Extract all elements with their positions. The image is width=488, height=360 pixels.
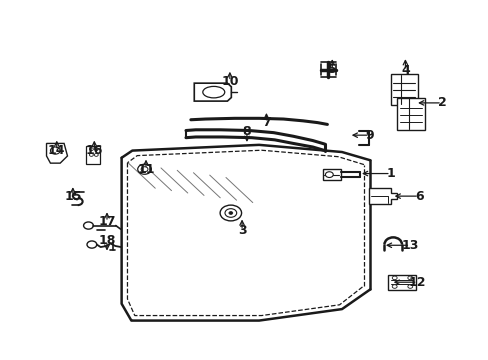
Circle shape [141, 167, 148, 172]
Text: 11: 11 [137, 163, 154, 176]
Text: 13: 13 [401, 239, 418, 252]
Text: 17: 17 [98, 215, 116, 229]
Text: 3: 3 [237, 224, 246, 237]
Circle shape [220, 205, 241, 221]
Circle shape [94, 148, 98, 150]
Circle shape [391, 285, 396, 288]
Circle shape [138, 164, 151, 174]
Text: 15: 15 [64, 190, 81, 203]
Text: 2: 2 [437, 96, 446, 109]
Text: 8: 8 [242, 125, 251, 138]
Bar [322, 169, 340, 180]
Circle shape [83, 222, 93, 229]
Text: 1: 1 [386, 167, 394, 180]
Circle shape [325, 172, 332, 177]
Circle shape [50, 147, 60, 154]
Circle shape [87, 241, 97, 248]
Text: 7: 7 [262, 116, 270, 129]
Bar [396, 98, 425, 130]
Bar [390, 74, 417, 105]
Polygon shape [194, 83, 231, 101]
Circle shape [228, 212, 232, 215]
Polygon shape [368, 188, 396, 204]
Text: 18: 18 [98, 234, 116, 247]
Circle shape [407, 285, 412, 288]
Circle shape [94, 153, 98, 156]
Circle shape [391, 276, 396, 280]
Circle shape [224, 209, 236, 217]
Circle shape [89, 148, 93, 150]
Text: 12: 12 [408, 276, 426, 289]
Text: 4: 4 [400, 64, 409, 77]
Text: 5: 5 [327, 63, 336, 76]
Text: 10: 10 [221, 75, 238, 88]
Text: 16: 16 [85, 144, 103, 157]
Circle shape [89, 153, 93, 156]
Circle shape [407, 276, 412, 280]
Text: 9: 9 [365, 129, 373, 142]
Text: 6: 6 [414, 190, 423, 203]
Polygon shape [46, 143, 67, 163]
Bar [85, 146, 100, 164]
Ellipse shape [203, 86, 224, 98]
Bar [387, 275, 415, 290]
Text: 14: 14 [48, 144, 65, 157]
